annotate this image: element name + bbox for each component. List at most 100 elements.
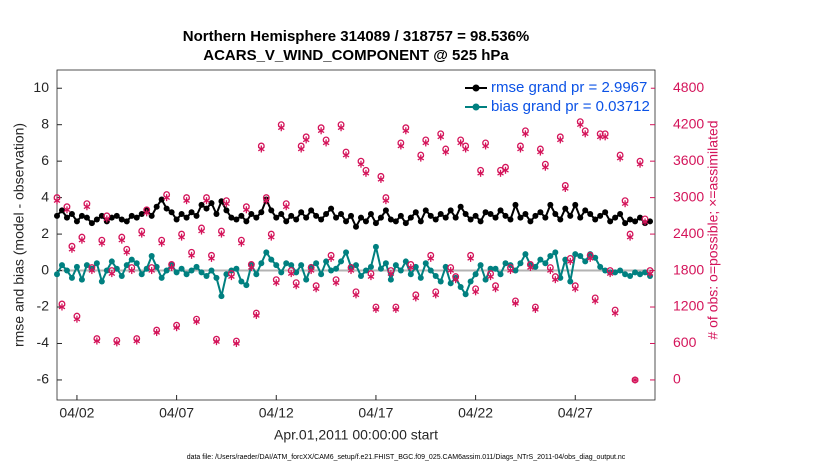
point [178, 211, 185, 218]
point [542, 260, 549, 267]
obs-assimilated [527, 264, 534, 272]
obs-assimilated [262, 197, 270, 205]
obs-assimilated [322, 139, 330, 147]
point [133, 260, 140, 267]
point [303, 214, 310, 221]
obs-assimilated [188, 251, 195, 259]
point [442, 263, 449, 270]
point [63, 267, 70, 274]
point [83, 214, 90, 221]
point [158, 196, 165, 203]
point [318, 216, 325, 223]
y-tick-label: 4 [41, 188, 49, 204]
obs-assimilated [512, 299, 519, 307]
point [168, 209, 175, 216]
obs-assimilated [198, 227, 205, 235]
point [367, 263, 374, 270]
obs-assimilated [601, 133, 609, 141]
point [108, 258, 115, 265]
point [447, 280, 454, 287]
point [572, 251, 579, 258]
obs-assimilated [462, 145, 469, 153]
obs-assimilated [272, 279, 280, 287]
obs-assimilated [163, 194, 170, 202]
point [497, 207, 504, 214]
obs-assimilated [213, 338, 220, 346]
obs-assimilated [178, 233, 185, 241]
point [427, 212, 434, 219]
point [123, 262, 130, 269]
obs-assimilated [83, 203, 91, 211]
obs-assimilated [507, 267, 514, 275]
point [343, 218, 350, 225]
obs-assimilated [98, 239, 106, 247]
point [148, 252, 155, 259]
obs-assimilated [153, 329, 161, 337]
point [223, 207, 230, 214]
point [457, 283, 464, 290]
point [133, 214, 140, 221]
point [153, 203, 160, 210]
point [492, 214, 499, 221]
obs-assimilated [143, 209, 151, 217]
point [268, 207, 275, 214]
obs-assimilated [307, 267, 315, 275]
obs-assimilated [422, 139, 430, 147]
y2-tick-label: 1200 [673, 298, 704, 314]
point [477, 218, 484, 225]
obs-assimilated [168, 264, 175, 272]
point [208, 267, 215, 274]
obs-assimilated [292, 282, 300, 290]
obs-assimilated [532, 305, 539, 313]
obs-assimilated [487, 273, 494, 281]
point [357, 273, 364, 280]
point [467, 278, 474, 285]
obs-assimilated [427, 254, 435, 262]
point [522, 211, 529, 218]
obs-assimilated [208, 254, 215, 262]
point [427, 267, 434, 274]
point [612, 269, 619, 276]
point [462, 291, 469, 298]
point [218, 293, 225, 300]
point [612, 214, 619, 221]
obs-assimilated [108, 270, 116, 278]
point [592, 216, 599, 223]
obs-assimilated [218, 230, 225, 238]
obs-assimilated [397, 142, 405, 150]
point [348, 212, 355, 219]
point [293, 269, 300, 276]
point [113, 265, 120, 272]
point [372, 220, 379, 227]
point [487, 265, 494, 272]
obs-assimilated [337, 124, 345, 132]
point [597, 212, 604, 219]
point [417, 218, 424, 225]
point [372, 243, 379, 250]
point [472, 271, 479, 278]
obs-assimilated [317, 127, 325, 135]
obs-assimilated [248, 264, 255, 272]
point [333, 265, 340, 272]
obs-assimilated [238, 239, 245, 247]
point [178, 265, 185, 272]
obs-assimilated [367, 273, 375, 281]
point [258, 209, 265, 216]
obs-assimilated [547, 267, 554, 275]
point [547, 252, 554, 259]
y2-tick-label: 3000 [673, 188, 704, 204]
point [632, 218, 639, 225]
point [437, 278, 444, 285]
point [93, 260, 100, 267]
obs-assimilated [243, 206, 250, 214]
y2-tick-label: 3600 [673, 152, 704, 168]
point [367, 211, 374, 218]
point [163, 205, 170, 212]
point [318, 271, 325, 278]
obs-assimilated [472, 288, 479, 296]
point [357, 214, 364, 221]
obs-assimilated [616, 154, 624, 162]
obs-assimilated [173, 324, 180, 332]
obs-assimilated [302, 136, 310, 144]
obs-assimilated [347, 267, 355, 275]
